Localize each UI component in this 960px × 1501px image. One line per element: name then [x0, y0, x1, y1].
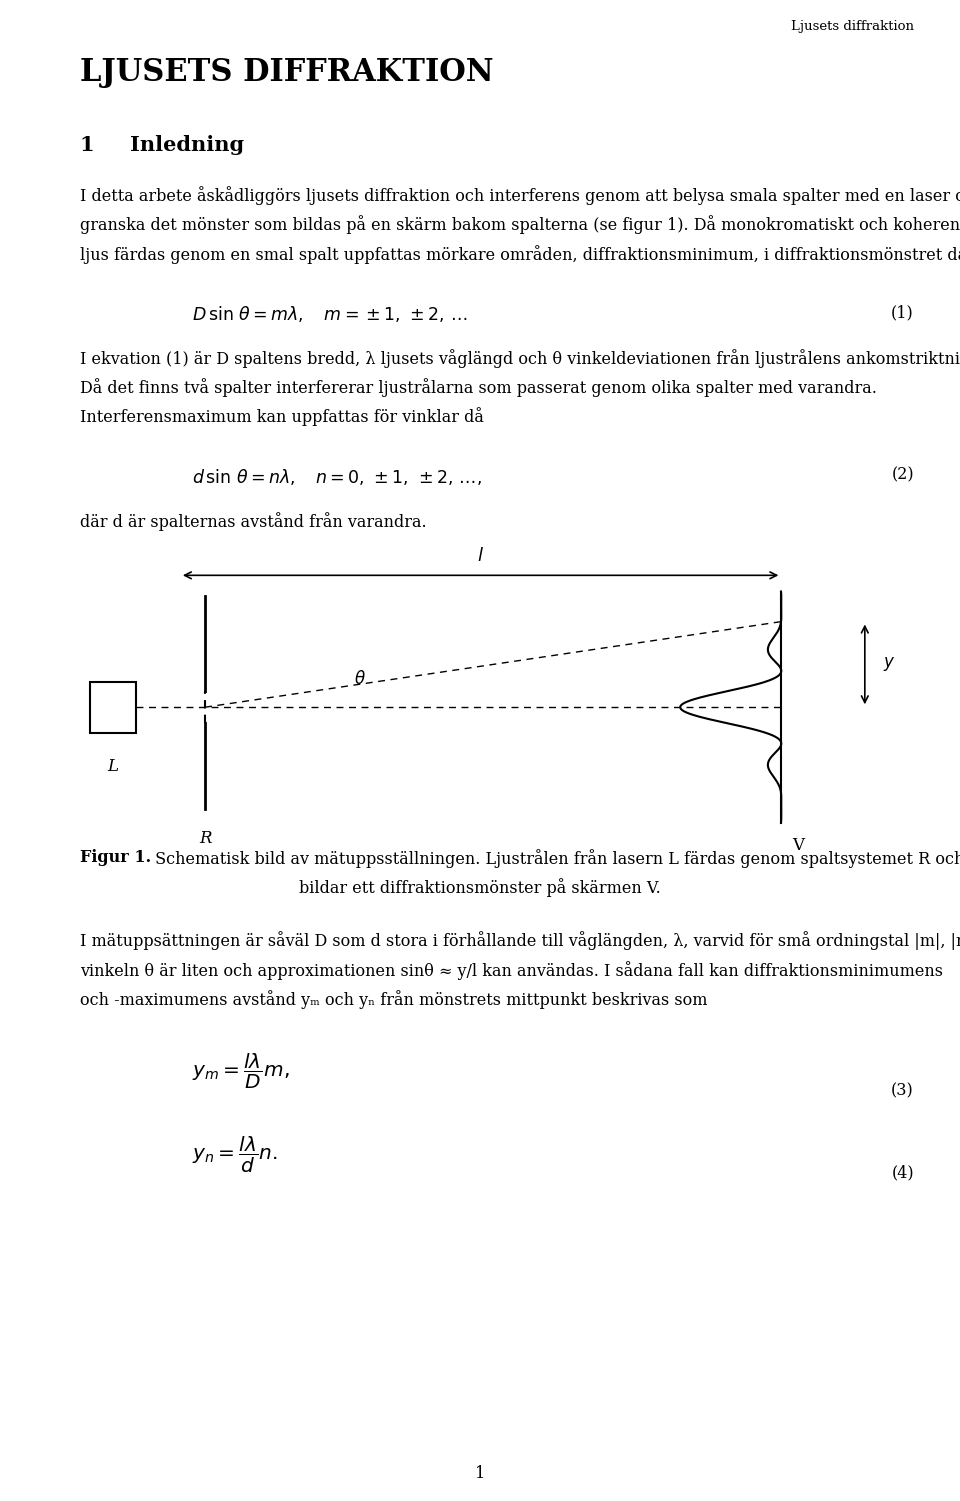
Text: 1: 1: [475, 1465, 485, 1481]
Text: Interferensmaximum kan uppfattas för vinklar då: Interferensmaximum kan uppfattas för vin…: [80, 407, 484, 426]
Text: R: R: [199, 830, 211, 847]
Text: (4): (4): [891, 1165, 914, 1181]
Text: granska det mönster som bildas på en skärm bakom spalterna (se figur 1). Då mono: granska det mönster som bildas på en skä…: [80, 215, 960, 234]
Text: Inledning: Inledning: [130, 135, 244, 155]
Text: Schematisk bild av mätuppsställningen. Ljustrålen från lasern L färdas genom spa: Schematisk bild av mätuppsställningen. L…: [150, 850, 960, 868]
Text: (3): (3): [891, 1082, 914, 1099]
Text: Figur 1.: Figur 1.: [80, 850, 151, 866]
Text: I detta arbete åskådliggörs ljusets diffraktion och interferens genom att belysa: I detta arbete åskådliggörs ljusets diff…: [80, 186, 960, 206]
Text: Då det finns två spalter interfererar ljustrålarna som passerat genom olika spal: Då det finns två spalter interfererar lj…: [80, 378, 876, 398]
Text: I ekvation (1) är D spaltens bredd, λ ljusets våglängd och θ vinkeldeviationen f: I ekvation (1) är D spaltens bredd, λ lj…: [80, 348, 960, 368]
Text: (2): (2): [891, 467, 914, 483]
Text: LJUSETS DIFFRAKTION: LJUSETS DIFFRAKTION: [80, 57, 493, 89]
Text: L: L: [108, 758, 119, 775]
Text: Ljusets diffraktion: Ljusets diffraktion: [791, 20, 914, 33]
Bar: [90, 681, 136, 732]
Text: 1: 1: [80, 135, 94, 155]
Text: bildar ett diffraktionsmönster på skärmen V.: bildar ett diffraktionsmönster på skärme…: [300, 878, 660, 898]
Text: $y_n = \dfrac{l\lambda}{d}n.$: $y_n = \dfrac{l\lambda}{d}n.$: [192, 1135, 277, 1175]
Text: I mätuppsättningen är såväl D som d stora i förhållande till våglängden, λ, varv: I mätuppsättningen är såväl D som d stor…: [80, 931, 960, 950]
Text: där d är spalternas avstånd från varandra.: där d är spalternas avstånd från varandr…: [80, 512, 426, 531]
Text: $l$: $l$: [477, 548, 484, 566]
Text: V: V: [792, 838, 804, 854]
Text: $d\,\sin\,\theta = n\lambda,\quad n = 0,\,\pm 1,\,\pm 2,\,\ldots,$: $d\,\sin\,\theta = n\lambda,\quad n = 0,…: [192, 467, 482, 486]
Text: och -maximumens avstånd yₘ och yₙ från mönstrets mittpunkt beskrivas som: och -maximumens avstånd yₘ och yₙ från m…: [80, 991, 708, 1009]
Text: $\theta$: $\theta$: [353, 669, 366, 687]
Text: (1): (1): [891, 303, 914, 321]
Text: ljus färdas genom en smal spalt uppfattas mörkare områden, diffraktionsminimum, : ljus färdas genom en smal spalt uppfatta…: [80, 245, 960, 264]
Text: $y$: $y$: [883, 656, 896, 674]
Text: vinkeln θ är liten och approximationen sinθ ≈ y/l kan användas. I sådana fall ka: vinkeln θ är liten och approximationen s…: [80, 961, 943, 980]
Text: $y_m = \dfrac{l\lambda}{D}m,$: $y_m = \dfrac{l\lambda}{D}m,$: [192, 1052, 290, 1091]
Text: $D\,\sin\,\theta = m\lambda,\quad m = \pm 1,\,\pm 2,\,\ldots$: $D\,\sin\,\theta = m\lambda,\quad m = \p…: [192, 303, 468, 324]
